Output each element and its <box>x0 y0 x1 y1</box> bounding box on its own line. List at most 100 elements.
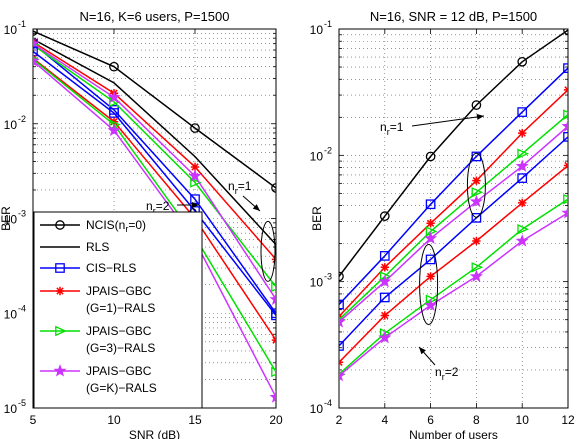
data-point <box>424 298 438 311</box>
series-line <box>33 38 276 246</box>
data-point <box>107 90 121 103</box>
legend-marker <box>55 263 65 273</box>
series-5 <box>33 36 276 305</box>
data-point <box>563 161 568 170</box>
data-point <box>339 368 346 382</box>
data-point <box>380 311 389 320</box>
legend-label: (G=1)−RALS <box>86 301 155 315</box>
x-tick-label: 20 <box>269 413 283 427</box>
series-line <box>339 136 568 347</box>
series-5 <box>339 132 568 351</box>
x-tick-label: 6 <box>427 413 434 427</box>
data-point <box>517 173 528 183</box>
legend-item: JPAIS−GBC (G=3)−RALS <box>40 324 155 355</box>
annotation-nr1: nr=1 <box>228 179 252 196</box>
data-point <box>515 159 529 172</box>
data-point <box>471 100 482 110</box>
series-group <box>339 29 568 382</box>
series-1 <box>33 38 276 246</box>
series-line <box>33 58 276 373</box>
series-line <box>339 89 568 318</box>
data-point <box>563 85 568 95</box>
annotations: nr=1 nr=2 <box>380 113 486 382</box>
data-point <box>378 330 392 344</box>
data-point <box>425 151 436 162</box>
legend-label: JPAIS−GBC <box>86 364 152 378</box>
series-line <box>339 114 568 321</box>
legend-item: CIS−RLS <box>40 261 136 275</box>
data-point <box>563 132 568 142</box>
legend-label: JPAIS−GBC <box>86 284 152 298</box>
data-point <box>379 211 390 222</box>
y-tick-exponent: -2 <box>324 145 332 155</box>
data-point <box>269 390 276 403</box>
data-point <box>271 255 276 264</box>
data-point <box>518 128 527 138</box>
series-line <box>33 43 276 300</box>
y-tick-exponent: -4 <box>324 398 332 408</box>
series-group <box>33 29 276 403</box>
data-point <box>379 292 390 303</box>
arrow-nr2-head <box>419 347 426 355</box>
legend-item: NCIS(nr=0) <box>40 218 146 234</box>
data-point <box>190 177 202 188</box>
y-tick-label: 10 <box>4 213 18 227</box>
series-line <box>33 41 276 260</box>
ticks <box>338 29 569 409</box>
data-point <box>269 292 276 305</box>
series-line <box>33 57 276 341</box>
y-tick-exponent: -1 <box>18 19 26 29</box>
y-axis-label: BER <box>0 206 13 231</box>
series-0 <box>33 29 276 193</box>
x-tick-label: 2 <box>336 413 343 427</box>
legend-label: (G=3)−RALS <box>86 341 155 355</box>
data-point <box>378 274 392 288</box>
legend-item: RLS <box>40 240 109 254</box>
y-tick-label: 10 <box>4 23 18 37</box>
data-point <box>425 199 436 210</box>
series-3 <box>339 109 568 323</box>
legend-marker <box>55 286 65 296</box>
annotation-nr2: nr=2 <box>146 199 170 216</box>
data-point <box>33 29 38 36</box>
data-point <box>561 206 568 219</box>
arrow-nr1-head <box>476 113 484 120</box>
data-point <box>425 254 436 265</box>
arrow-nr1-head <box>252 204 260 211</box>
series-8 <box>339 206 568 382</box>
series-line <box>339 29 568 277</box>
data-point <box>563 193 568 205</box>
data-point <box>515 234 529 247</box>
series-line <box>339 212 568 377</box>
y-tick-label: 10 <box>310 402 324 416</box>
data-point <box>561 119 568 132</box>
ellipse-nr1 <box>260 220 276 282</box>
y-tick-exponent: -5 <box>18 398 26 408</box>
data-point <box>190 162 200 172</box>
data-point <box>271 335 276 345</box>
data-point <box>518 198 527 208</box>
data-point <box>33 36 40 50</box>
legend-label: NCIS(nr=0) <box>86 218 146 234</box>
ellipse-nr1 <box>466 152 486 218</box>
series-4 <box>339 119 568 328</box>
series-line <box>339 67 568 306</box>
legend-item: JPAIS−GBC (G=K)−RALS <box>40 364 157 395</box>
data-point <box>517 107 528 117</box>
chart-title: N=16, K=6 users, P=1500 <box>80 9 230 24</box>
series-line <box>33 60 276 398</box>
series-0 <box>339 29 568 282</box>
legend: NCIS(nr=0) RLS CIS−RLS JPAIS−GBC (G=1)−RALS J… <box>33 211 203 409</box>
series-line <box>33 44 276 288</box>
legend-marker <box>55 220 65 230</box>
data-point <box>109 108 119 118</box>
y-tick-label: 10 <box>4 307 18 321</box>
data-point <box>472 236 481 246</box>
series-line <box>33 43 276 314</box>
x-tick-label: 12 <box>561 413 575 427</box>
x-axis-label: Number of users <box>409 428 498 439</box>
data-point <box>339 271 344 282</box>
